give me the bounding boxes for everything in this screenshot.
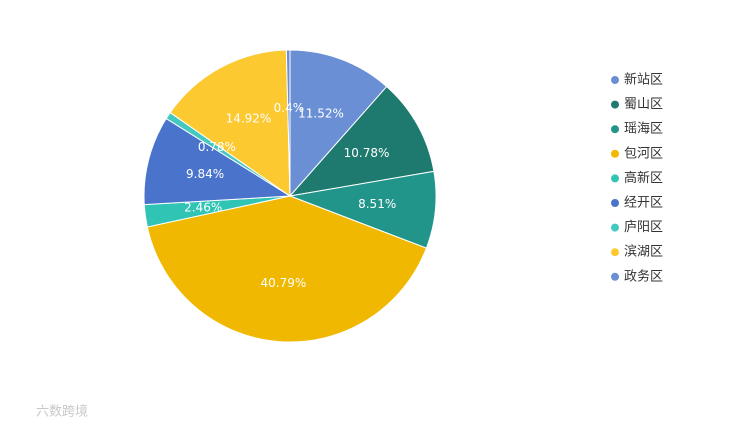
watermark: 六数跨境	[36, 405, 88, 420]
value-label: 11.52%	[298, 107, 344, 121]
value-label: 2.46%	[184, 200, 222, 214]
legend-label: 新站区	[624, 72, 663, 88]
legend-label: 瑶海区	[624, 122, 663, 137]
legend-label: 政务区	[624, 268, 663, 284]
legend-marker	[611, 199, 619, 207]
legend-marker	[611, 174, 619, 183]
legend-label: 蜀山区	[624, 97, 663, 112]
legend-label: 滨湖区	[624, 244, 663, 260]
legend-label: 经开区	[624, 196, 663, 211]
pie-slice	[285, 49, 291, 197]
legend-marker	[611, 272, 619, 281]
legend-marker	[611, 149, 619, 158]
pie-slice	[288, 85, 435, 197]
legend-label: 包河区	[624, 146, 663, 161]
value-label: 8.51%	[358, 197, 396, 211]
legend-marker	[611, 125, 619, 134]
value-label: 9.84%	[186, 167, 224, 181]
legend-label: 庐阳区	[624, 220, 663, 235]
pie-slice	[169, 49, 291, 197]
pie-slice	[146, 195, 428, 343]
value-label: 10.78%	[344, 146, 390, 160]
legend-marker	[611, 100, 619, 109]
legend-marker	[611, 223, 619, 232]
value-label: 14.92%	[226, 111, 272, 125]
pie-slice	[143, 117, 292, 206]
value-label: 0.4%	[274, 101, 305, 115]
legend-marker	[611, 248, 619, 257]
value-label: 40.79%	[260, 276, 306, 290]
value-label: 0.78%	[198, 140, 236, 154]
legend-label: 高新区	[624, 170, 663, 186]
legend-marker	[611, 76, 619, 84]
pie-slice	[289, 49, 388, 198]
